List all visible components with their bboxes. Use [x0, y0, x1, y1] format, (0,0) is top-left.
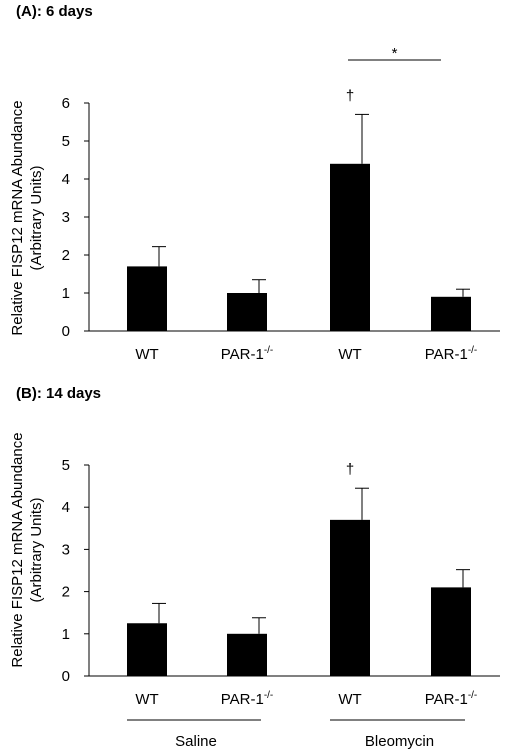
category-label: PAR-1-/-	[221, 345, 274, 363]
group-label: Bleomycin	[365, 733, 434, 750]
y-tick-label: 5	[62, 457, 70, 474]
significance-star: *	[392, 45, 398, 62]
panel-b-ylabel-line1: Relative FISP12 mRNA Abundance	[9, 432, 26, 667]
y-tick-label: 4	[62, 171, 70, 188]
category-label: WT	[338, 346, 361, 363]
y-tick-label: 0	[62, 668, 70, 685]
category-label: PAR-1-/-	[221, 690, 274, 708]
panel-b-ylabel-line2: (Arbitrary Units)	[28, 497, 45, 602]
bar	[227, 633, 267, 676]
panel-b-chart: (B): 14 days Relative FISP12 mRNA Abunda…	[9, 385, 500, 750]
category-label: WT	[135, 691, 158, 708]
panel-a-chart: (A): 6 days Relative FISP12 mRNA Abundan…	[9, 3, 500, 363]
panel-a-title: (A): 6 days	[16, 3, 93, 20]
bar	[330, 163, 370, 331]
panel-b-title: (B): 14 days	[16, 385, 101, 402]
y-tick-label: 3	[62, 541, 70, 558]
y-tick-label: 3	[62, 209, 70, 226]
bar	[330, 519, 370, 676]
bar	[127, 266, 167, 331]
panel-a-ylabel-line1: Relative FISP12 mRNA Abundance	[9, 100, 26, 335]
dagger-marker: †	[346, 461, 354, 478]
y-tick-label: 6	[62, 95, 70, 112]
bar	[127, 623, 167, 676]
panel-a-ylabel-line2: (Arbitrary Units)	[28, 165, 45, 270]
y-tick-label: 1	[62, 626, 70, 643]
group-label: Saline	[175, 733, 217, 750]
category-label: PAR-1-/-	[425, 345, 478, 363]
bar	[227, 293, 267, 331]
category-label: WT	[338, 691, 361, 708]
y-tick-label: 5	[62, 133, 70, 150]
bar	[431, 296, 471, 331]
y-tick-label: 0	[62, 323, 70, 340]
category-label: WT	[135, 346, 158, 363]
y-tick-label: 2	[62, 584, 70, 601]
y-tick-label: 4	[62, 499, 70, 516]
dagger-marker: †	[346, 87, 354, 104]
y-tick-label: 2	[62, 247, 70, 264]
category-label: PAR-1-/-	[425, 690, 478, 708]
y-tick-label: 1	[62, 285, 70, 302]
bar	[431, 587, 471, 676]
